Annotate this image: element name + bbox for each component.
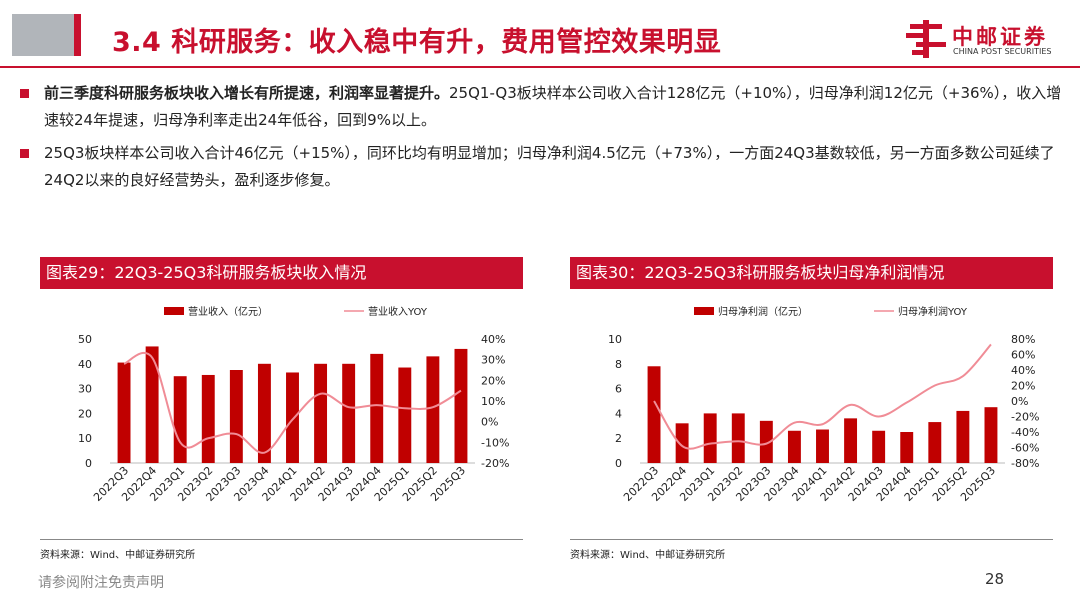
bar — [759, 420, 773, 463]
y2-tick-label: -80% — [1011, 457, 1039, 470]
y2-tick-label: -20% — [481, 457, 509, 470]
bar — [956, 410, 970, 463]
y2-tick-label: 0% — [481, 416, 498, 429]
logo-text-cn: 中邮证券 — [952, 25, 1048, 49]
bar — [984, 407, 998, 463]
bullet-square-icon — [20, 89, 29, 98]
y-tick-label: 0 — [615, 457, 622, 470]
bar — [703, 413, 717, 463]
bullet-item: 前三季度科研服务板块收入增长有所提速，利润率显著提升。25Q1-Q3板块样本公司… — [20, 80, 1065, 134]
chart-heading: 图表30：22Q3-25Q3科研服务板块归母净利润情况 — [570, 257, 1053, 289]
legend-label: 归母净利润YOY — [898, 305, 968, 318]
china-post-logo-icon — [906, 20, 946, 58]
revenue-chart: 营业收入（亿元） 营业收入YOY 0 10 20 30 40 50 -20% -10% 0% 10% 2… — [78, 305, 509, 504]
legend-label: 营业收入YOY — [368, 305, 428, 318]
y2-tick-label: -60% — [1011, 442, 1039, 455]
legend-bar-swatch — [164, 307, 184, 315]
yoy-line — [653, 343, 992, 450]
title-accent-red — [74, 14, 81, 56]
y-tick-label: 4 — [615, 407, 622, 420]
y2-tick-label: -20% — [1011, 411, 1039, 424]
bar — [342, 363, 356, 463]
y2-tick-label: -10% — [481, 436, 509, 449]
bar — [201, 374, 215, 463]
chart-source: 资料来源：Wind、中邮证券研究所 — [40, 550, 196, 561]
bar — [872, 430, 886, 463]
bullet-square-icon — [20, 149, 29, 158]
disclaimer-note: 请参阅附注免责声明 — [38, 575, 164, 591]
page-number: 28 — [985, 570, 1005, 588]
y-tick-label: 8 — [615, 358, 622, 371]
bullet-text: 25Q3板块样本公司收入合计46亿元（+15%），同环比均有明显增加；归母净利润… — [44, 144, 1055, 189]
bar — [257, 363, 271, 463]
y-tick-label: 20 — [78, 407, 92, 420]
bullet-bold-text: 前三季度科研服务板块收入增长有所提速，利润率显著提升。 — [44, 84, 450, 102]
bar — [145, 346, 159, 463]
y2-tick-label: -40% — [1011, 426, 1039, 439]
bar — [731, 413, 745, 463]
bar — [816, 429, 829, 463]
bar — [398, 367, 412, 463]
y2-tick-label: 30% — [481, 354, 505, 367]
y-tick-label: 30 — [78, 383, 92, 396]
chart-heading: 图表29：22Q3-25Q3科研服务板块收入情况 — [40, 257, 523, 289]
profit-chart: 归母净利润（亿元） 归母净利润YOY 0 2 4 6 8 10 -80% -60% -40% -20%… — [608, 305, 1039, 504]
y2-tick-label: 40% — [481, 333, 505, 346]
title-divider — [0, 66, 1080, 68]
title-accent-grey — [12, 14, 74, 56]
y2-tick-label: 20% — [481, 374, 505, 387]
y2-tick-label: 20% — [1011, 380, 1035, 393]
legend-label: 归母净利润（亿元） — [718, 305, 808, 318]
bar — [928, 422, 942, 463]
bar — [787, 430, 801, 463]
y2-tick-label: 80% — [1011, 333, 1035, 346]
bar — [426, 356, 440, 463]
bullet-item: 25Q3板块样本公司收入合计46亿元（+15%），同环比均有明显增加；归母净利润… — [20, 140, 1065, 194]
yoy-line — [123, 351, 462, 454]
bullet-list: 前三季度科研服务板块收入增长有所提速，利润率显著提升。25Q1-Q3板块样本公司… — [20, 80, 1065, 200]
bar — [229, 370, 243, 463]
y-tick-label: 50 — [78, 333, 92, 346]
bar — [117, 362, 131, 463]
bar — [454, 348, 468, 463]
y2-tick-label: 40% — [1011, 364, 1035, 377]
y2-tick-label: 60% — [1011, 349, 1035, 362]
revenue-chart-panel: 图表29：22Q3-25Q3科研服务板块收入情况 营业收入（亿元） 营业收入YOY… — [40, 257, 523, 569]
bullet-text: 25Q1-Q3板块样本公司收入合计128亿元（+10%），归母净利润12亿元（+… — [44, 84, 1062, 129]
logo-text-en: CHINA POST SECURITIES — [953, 47, 1052, 56]
bar — [675, 423, 689, 463]
page-title: 3.4 科研服务：收入稳中有升，费用管控效果明显 — [112, 27, 722, 58]
y-tick-label: 6 — [615, 383, 622, 396]
chart-source: 资料来源：Wind、中邮证券研究所 — [570, 550, 726, 561]
y-tick-label: 0 — [85, 457, 92, 470]
y-tick-label: 40 — [78, 358, 92, 371]
bar — [173, 376, 187, 463]
y2-tick-label: 0% — [1011, 395, 1028, 408]
y-tick-label: 2 — [615, 432, 622, 445]
bar — [844, 418, 858, 463]
bar — [647, 366, 661, 463]
source-divider — [570, 539, 1053, 540]
profit-chart-panel: 图表30：22Q3-25Q3科研服务板块归母净利润情况 归母净利润（亿元） 归母净… — [570, 257, 1053, 569]
source-divider — [40, 539, 523, 540]
bar — [370, 353, 384, 463]
bar — [286, 372, 299, 463]
y2-tick-label: 10% — [481, 395, 505, 408]
bar — [900, 432, 914, 463]
bar — [314, 363, 328, 463]
y-tick-label: 10 — [608, 333, 622, 346]
brand-logo: 中邮证券 CHINA POST SECURITIES — [906, 20, 1076, 60]
y-tick-label: 10 — [78, 432, 92, 445]
legend-label: 营业收入（亿元） — [188, 305, 268, 318]
legend-bar-swatch — [694, 307, 714, 315]
